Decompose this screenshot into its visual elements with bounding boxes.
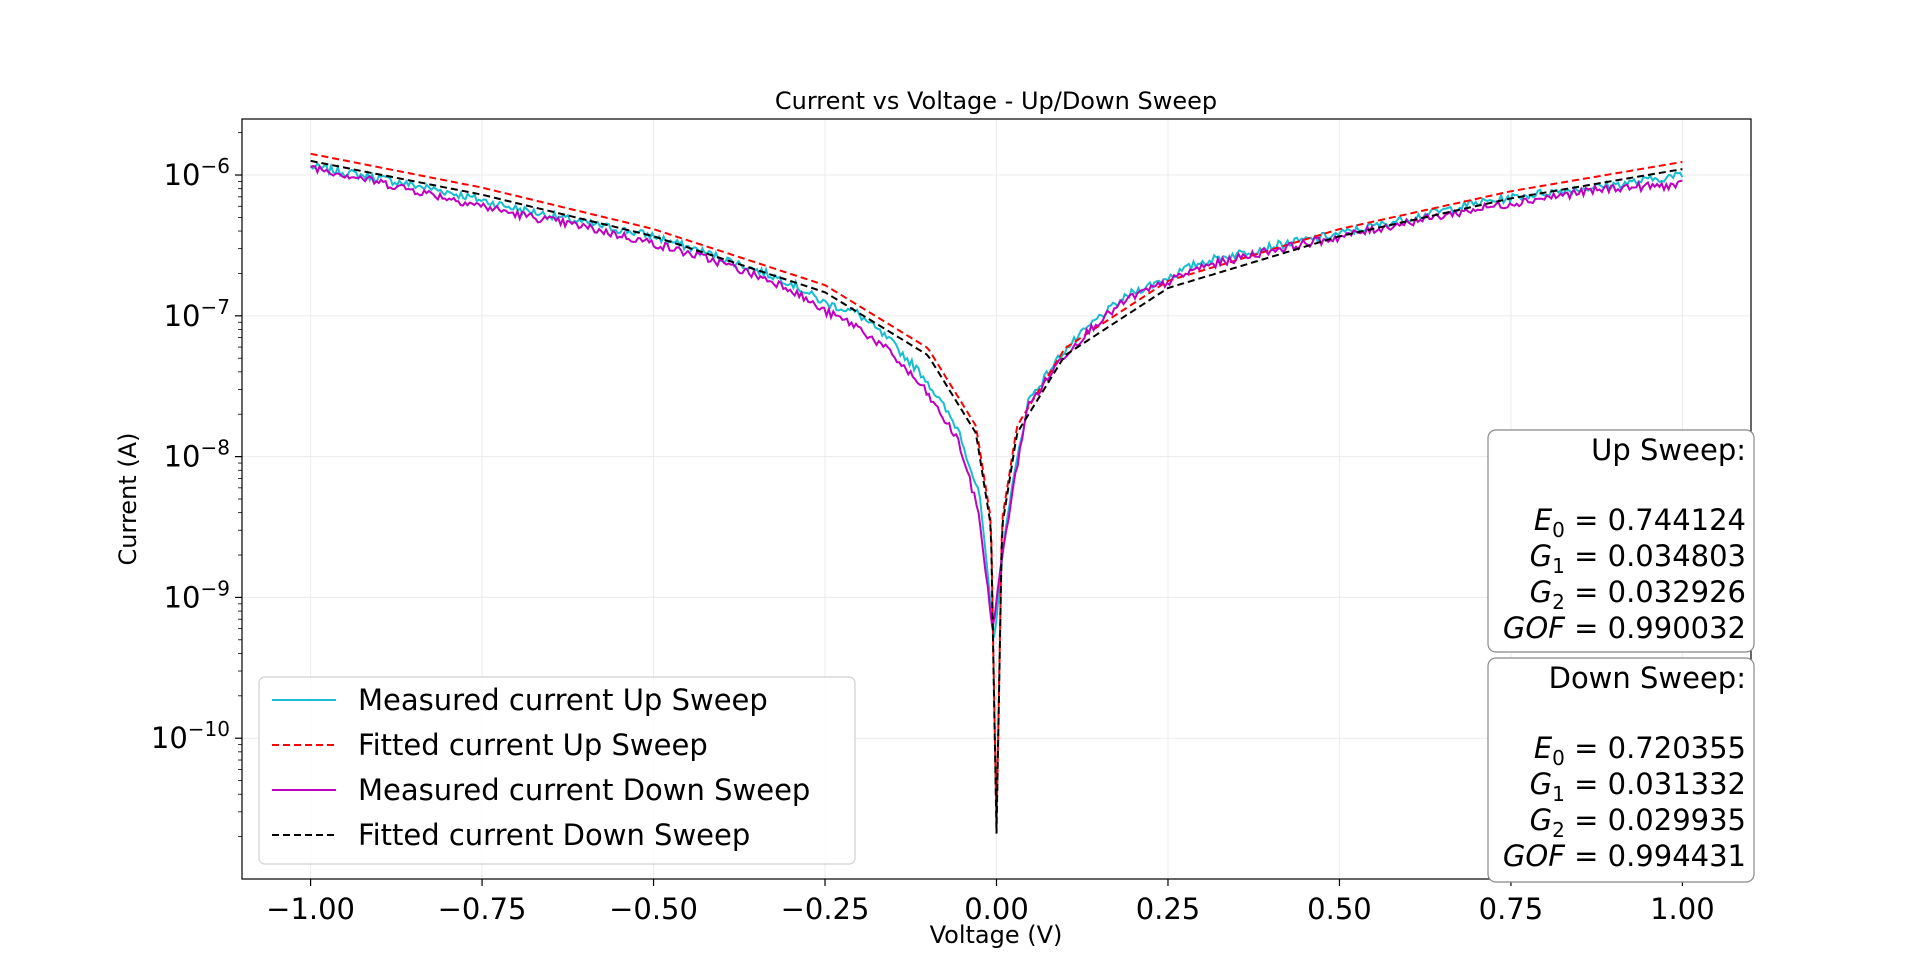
x-axis-label: Voltage (V)	[930, 921, 1063, 949]
series-line-3	[310, 159, 1683, 834]
legend-label: Measured current Up Sweep	[358, 683, 768, 717]
x-tick-label: 0.75	[1479, 892, 1544, 926]
x-tick-label: 1.00	[1650, 892, 1715, 926]
stat-box-title: Up Sweep:	[1591, 433, 1746, 467]
x-tick-label: −0.75	[438, 892, 527, 926]
x-tick-label: 0.50	[1307, 892, 1372, 926]
y-axis-label: Current (A)	[114, 433, 142, 566]
x-tick-label: 0.25	[1136, 892, 1201, 926]
legend-label: Fitted current Down Sweep	[358, 818, 750, 852]
stat-row: G1 = 0.031332	[1530, 767, 1746, 806]
stat-row: G1 = 0.034803	[1530, 539, 1746, 578]
stat-row: GOF = 0.994431	[1503, 839, 1746, 873]
stat-box-title: Down Sweep:	[1549, 661, 1746, 695]
stat-row: G2 = 0.029935	[1530, 803, 1746, 842]
y-tick-label: 10−7	[164, 295, 230, 333]
chart-title: Current vs Voltage - Up/Down Sweep	[775, 87, 1217, 115]
stat-row: E0 = 0.744124	[1534, 503, 1746, 542]
series-layer	[309, 152, 1684, 834]
y-tick-label: 10−10	[151, 717, 230, 755]
stat-row: GOF = 0.990032	[1503, 611, 1746, 645]
axis-ticks: −1.00 −0.75 −0.50 −0.25 0.00 0.25 0.50 0.75 1.00…	[151, 132, 1715, 926]
legend: Measured current Up Sweep Fitted current …	[258, 676, 856, 865]
stat-row: E0 = 0.720355	[1534, 731, 1746, 770]
y-tick-label: 10−6	[164, 154, 230, 192]
legend-label: Fitted current Up Sweep	[358, 728, 708, 762]
x-tick-label: −1.00	[266, 892, 355, 926]
x-tick-label: 0.00	[964, 892, 1029, 926]
x-tick-label: −0.50	[609, 892, 698, 926]
y-tick-label: 10−9	[164, 576, 230, 614]
stat-box	[1487, 429, 1755, 653]
legend-label: Measured current Down Sweep	[358, 773, 810, 807]
legend-frame	[258, 676, 856, 865]
y-tick-label: 10−8	[164, 436, 230, 474]
stat-row: G2 = 0.032926	[1530, 575, 1746, 614]
stat-box	[1487, 657, 1755, 883]
x-tick-label: −0.25	[781, 892, 870, 926]
